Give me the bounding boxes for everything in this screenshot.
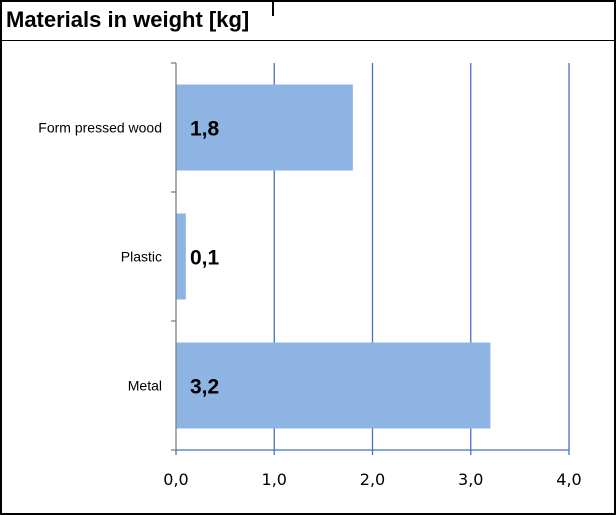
x-tick-label-3: 3,0 (458, 470, 483, 489)
x-tick-label-4: 4,0 (556, 470, 581, 489)
bars (176, 84, 491, 429)
x-tick-label-1: 1,0 (262, 470, 287, 489)
bar-1 (176, 213, 186, 300)
title-divider-notch (272, 2, 274, 16)
category-label-0: Form pressed wood (38, 120, 162, 136)
data-label-1: 0,1 (190, 247, 220, 270)
bar-0 (176, 84, 353, 171)
category-label-2: Metal (128, 378, 162, 394)
title-bar: Materials in weight [kg] (2, 2, 614, 41)
data-label-2: 3,2 (190, 376, 219, 399)
chart-title: Materials in weight [kg] (6, 7, 250, 32)
data-label-0: 1,8 (190, 118, 220, 141)
axes (171, 62, 570, 455)
labels: 0,0 1,0 2,0 3,0 4,0 Form pressed wood Plastic M… (38, 118, 581, 490)
x-tick-label-0: 0,0 (163, 470, 188, 489)
category-label-1: Plastic (121, 249, 162, 265)
x-tick-label-2: 2,0 (360, 470, 385, 489)
bar-2 (176, 342, 491, 429)
